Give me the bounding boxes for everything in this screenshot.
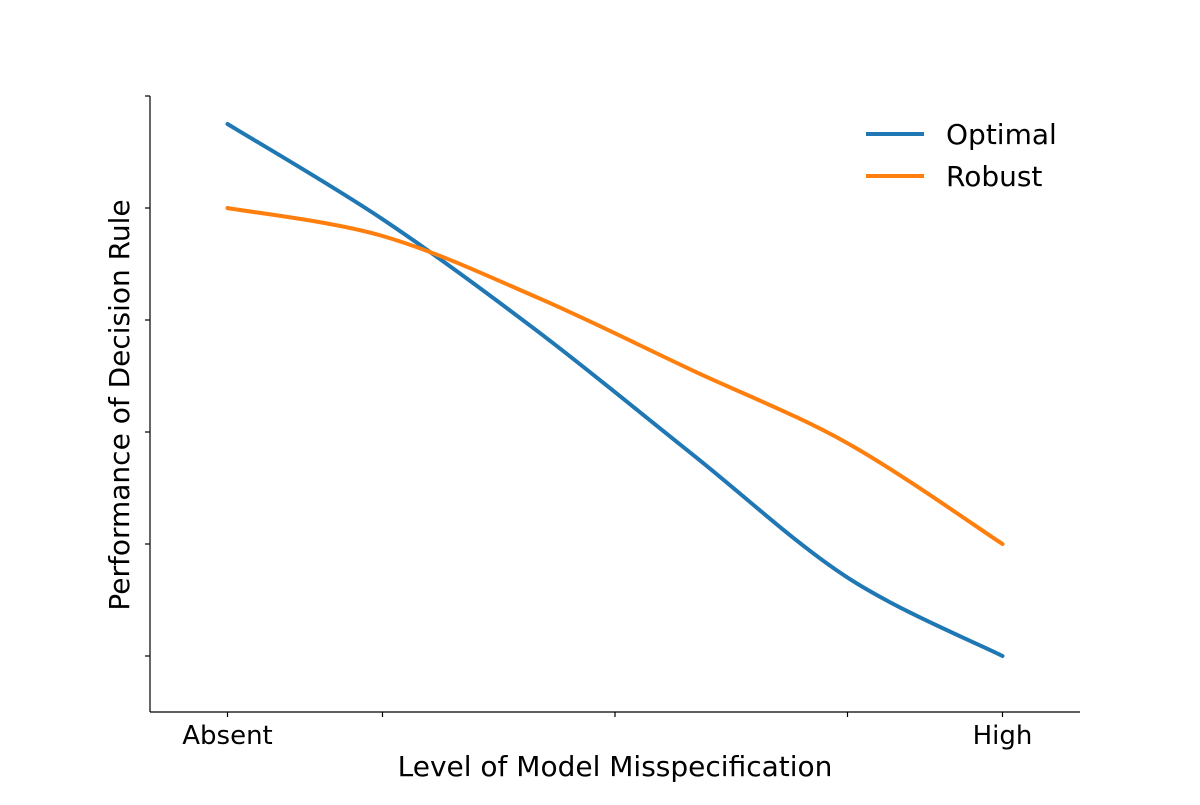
axis-labels: Level of Model Misspecification Performa… — [103, 199, 832, 783]
x-axis-label: Level of Model Misspecification — [398, 750, 833, 783]
x-tick-label-4: High — [973, 721, 1033, 751]
y-axis-label: Performance of Decision Rule — [103, 199, 136, 610]
axes: Absent High — [145, 95, 1080, 751]
robust-line — [225, 206, 1005, 546]
legend-label-robust: Robust — [946, 160, 1042, 193]
optimal-line — [225, 122, 1005, 658]
legend: Optimal Robust — [866, 118, 1057, 193]
x-tick-label-0: Absent — [182, 721, 273, 751]
legend-label-optimal: Optimal — [946, 118, 1057, 151]
series-lines — [225, 122, 1005, 658]
